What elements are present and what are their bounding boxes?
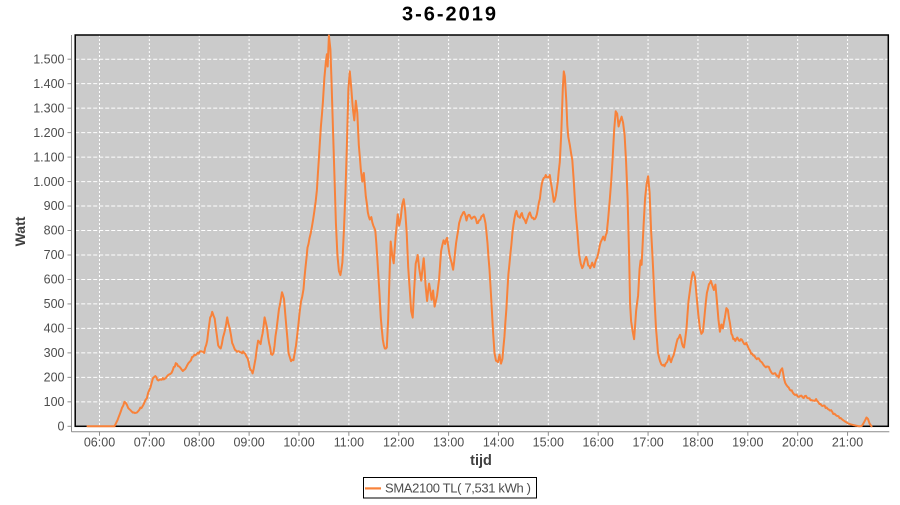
svg-text:800: 800	[44, 224, 65, 238]
svg-text:21:00: 21:00	[832, 436, 863, 450]
svg-text:3-6-2019: 3-6-2019	[402, 3, 498, 25]
svg-text:300: 300	[44, 346, 65, 360]
svg-text:1.500: 1.500	[33, 52, 64, 66]
svg-text:17:00: 17:00	[632, 436, 663, 450]
svg-text:09:00: 09:00	[233, 436, 264, 450]
svg-text:400: 400	[44, 322, 65, 336]
svg-text:08:00: 08:00	[184, 436, 215, 450]
svg-text:11:00: 11:00	[334, 436, 364, 450]
svg-text:15:00: 15:00	[533, 436, 564, 450]
svg-text:tijd: tijd	[470, 453, 492, 469]
svg-text:600: 600	[44, 273, 65, 287]
svg-text:19:00: 19:00	[732, 436, 763, 450]
svg-text:200: 200	[44, 371, 65, 385]
svg-text:700: 700	[44, 248, 65, 262]
svg-text:1.100: 1.100	[33, 150, 64, 164]
svg-text:1.300: 1.300	[33, 101, 64, 115]
svg-text:12:00: 12:00	[383, 436, 414, 450]
svg-text:SMA2100 TL( 7,531 kWh ): SMA2100 TL( 7,531 kWh )	[385, 480, 531, 495]
svg-text:500: 500	[44, 297, 65, 311]
svg-text:20:00: 20:00	[782, 436, 813, 450]
svg-text:1.400: 1.400	[33, 77, 64, 91]
svg-text:0: 0	[58, 420, 65, 434]
svg-text:18:00: 18:00	[682, 436, 713, 450]
svg-text:100: 100	[44, 395, 65, 409]
svg-text:13:00: 13:00	[433, 436, 464, 450]
svg-text:Watt: Watt	[12, 216, 28, 246]
svg-text:1.000: 1.000	[33, 175, 64, 189]
svg-text:14:00: 14:00	[483, 436, 514, 450]
svg-text:10:00: 10:00	[283, 436, 314, 450]
svg-text:16:00: 16:00	[583, 436, 614, 450]
svg-text:06:00: 06:00	[84, 436, 115, 450]
svg-text:1.200: 1.200	[33, 126, 64, 140]
svg-text:900: 900	[44, 199, 65, 213]
svg-text:07:00: 07:00	[134, 436, 165, 450]
